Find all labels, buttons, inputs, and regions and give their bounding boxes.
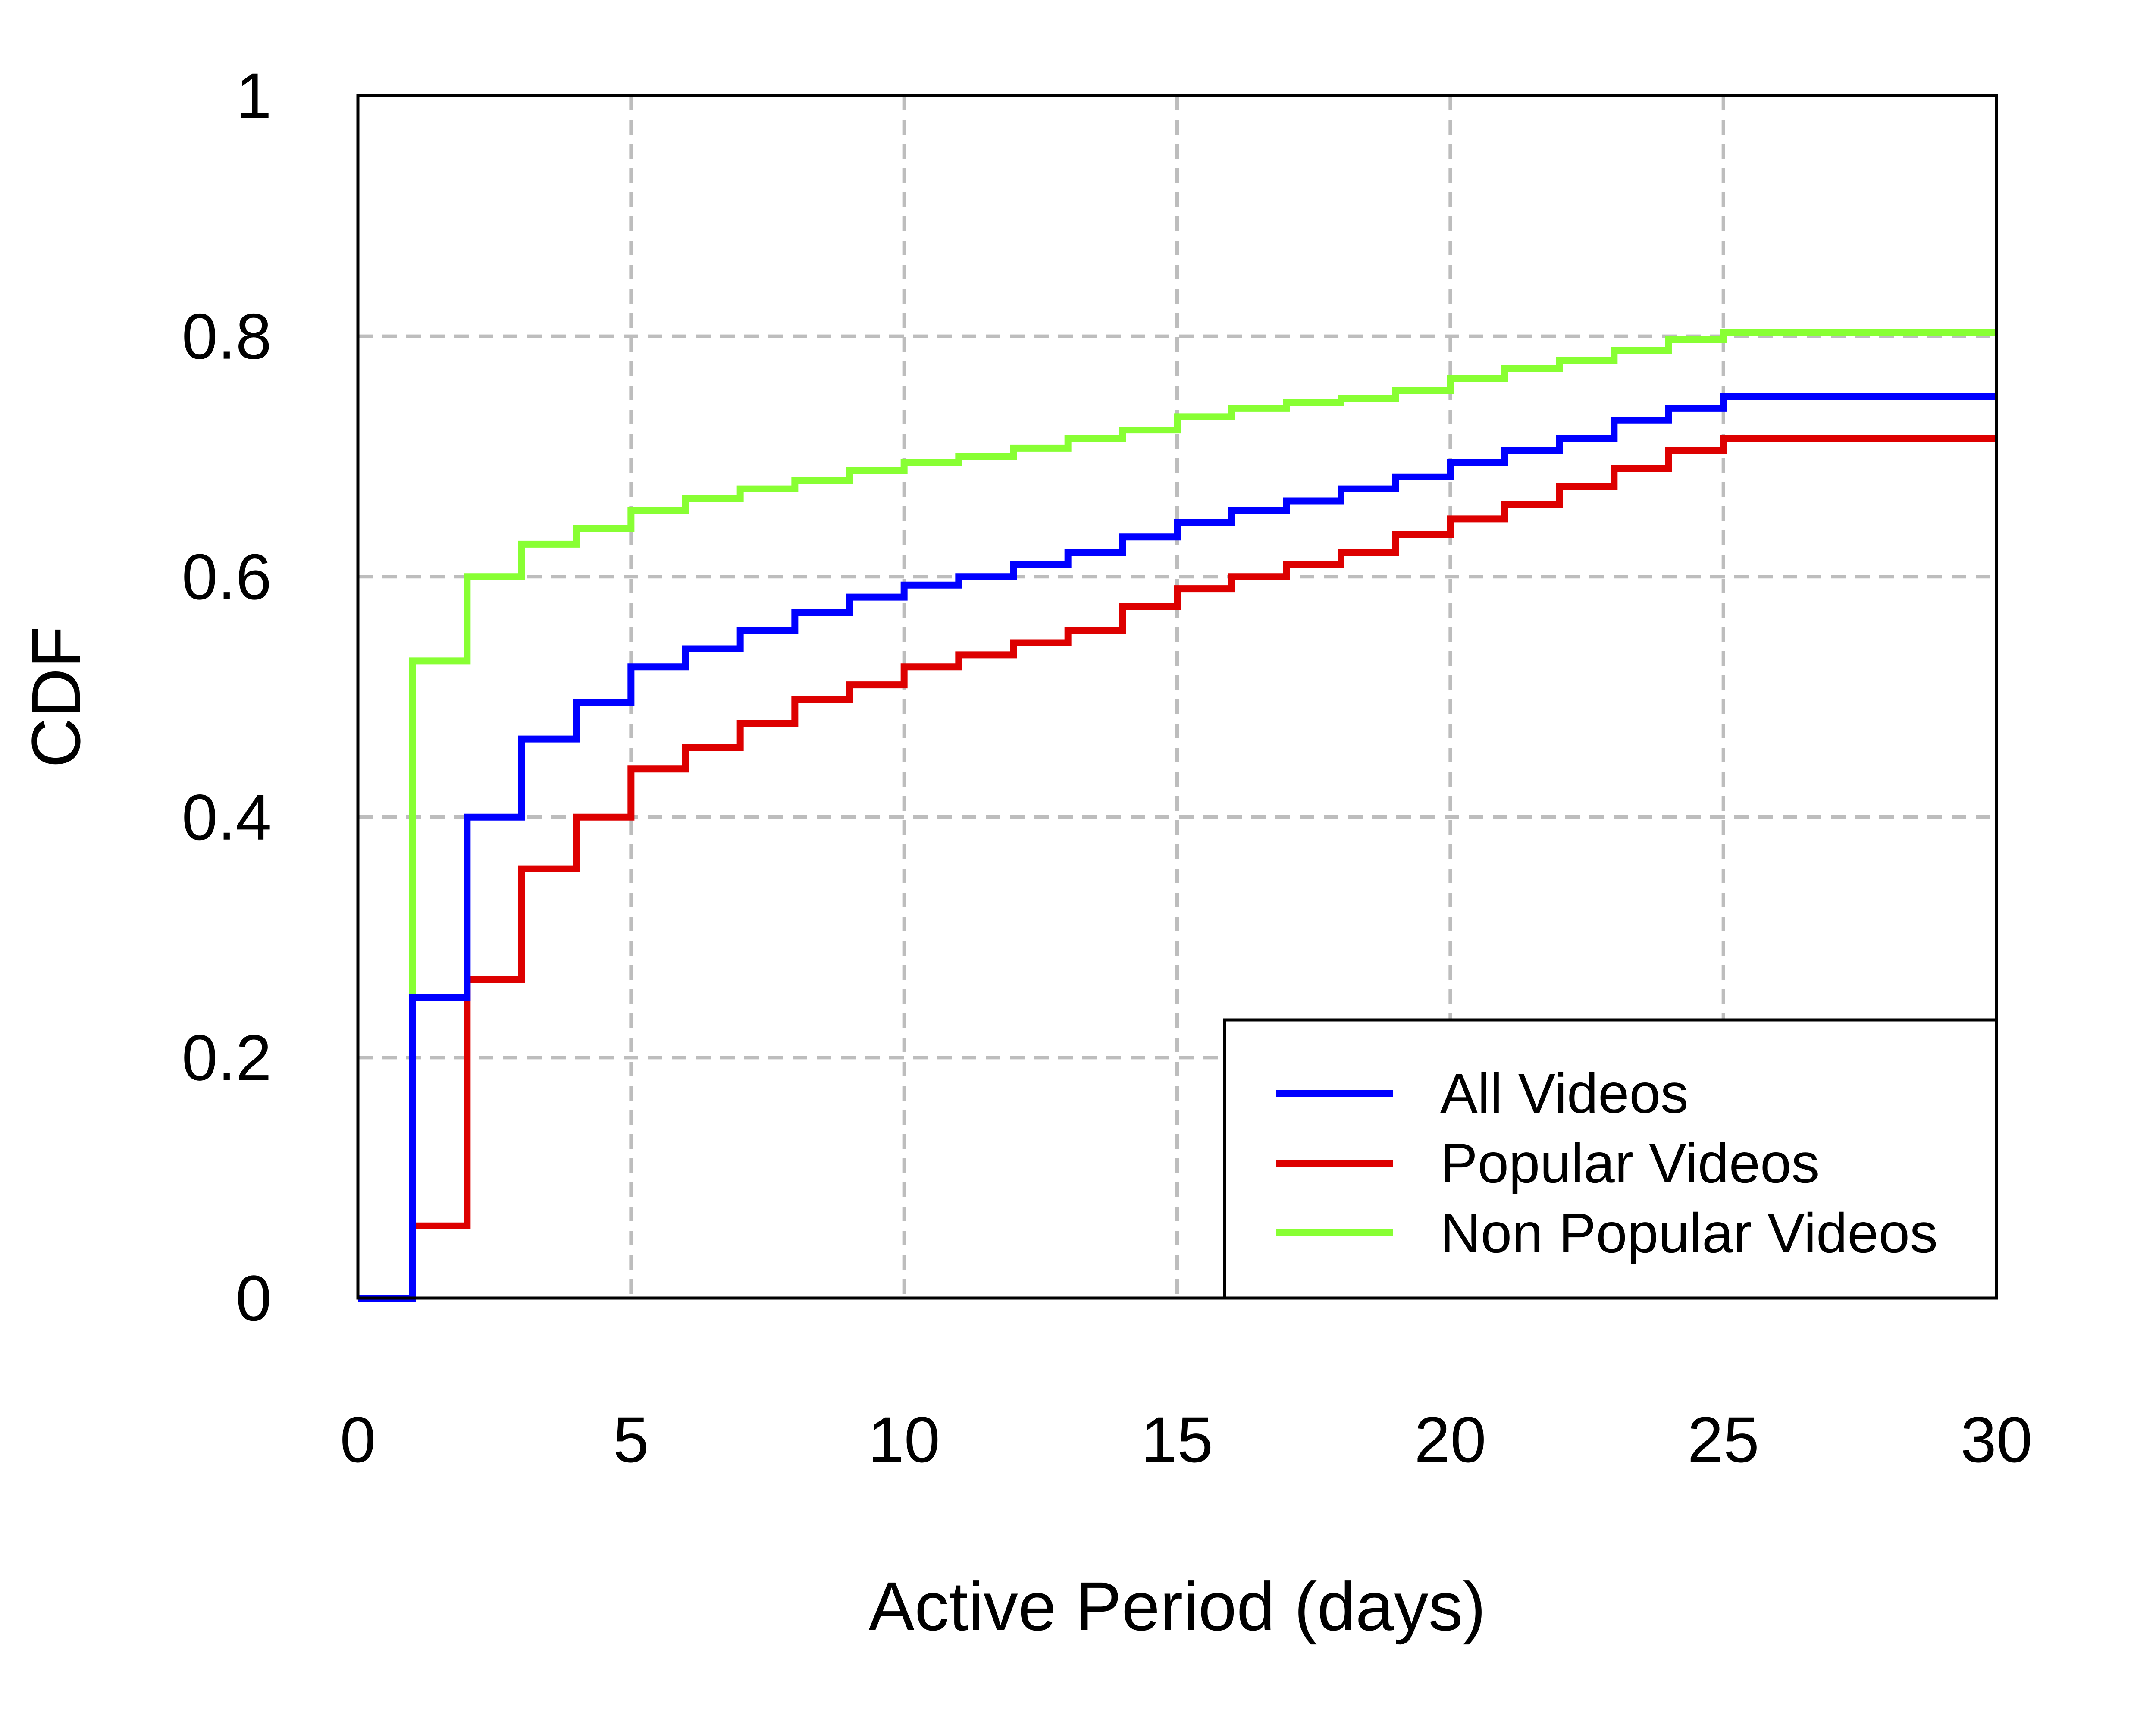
x-tick-label: 15 — [1141, 1403, 1213, 1476]
legend-label-popular-videos: Popular Videos — [1440, 1132, 1819, 1195]
series-layer — [358, 329, 1996, 1302]
series-non-popular-videos-line — [358, 329, 1996, 1302]
series-popular-videos-line — [358, 435, 1996, 1302]
y-tick-label: 0.4 — [182, 781, 272, 853]
y-tick-label: 0.6 — [182, 540, 272, 613]
x-tick-label: 5 — [613, 1403, 649, 1476]
x-tick-label: 0 — [340, 1403, 376, 1476]
legend-box — [1223, 1018, 1998, 1300]
x-tick-label: 10 — [868, 1403, 940, 1476]
x-tick-label: 30 — [1961, 1403, 2033, 1476]
y-tick-label: 1 — [236, 60, 272, 132]
y-tick-labels: 0 0.2 0.4 0.6 0.8 1 — [182, 60, 272, 1334]
series-all-videos-line — [358, 393, 1996, 1302]
y-axis-title: CDF — [17, 626, 94, 768]
y-tick-label: 0.2 — [182, 1021, 272, 1094]
legend-label-non-popular-videos: Non Popular Videos — [1440, 1201, 1938, 1264]
legend-label-all-videos: All Videos — [1440, 1062, 1689, 1125]
x-axis-title: Active Period (days) — [868, 1568, 1486, 1645]
plot-frame — [356, 94, 1998, 1300]
y-tick-label: 0 — [236, 1262, 272, 1334]
y-tick-label: 0.8 — [182, 300, 272, 373]
x-tick-label: 20 — [1414, 1403, 1486, 1476]
x-tick-labels: 0 5 10 15 20 25 30 — [340, 1403, 2032, 1476]
x-tick-label: 25 — [1687, 1403, 1759, 1476]
